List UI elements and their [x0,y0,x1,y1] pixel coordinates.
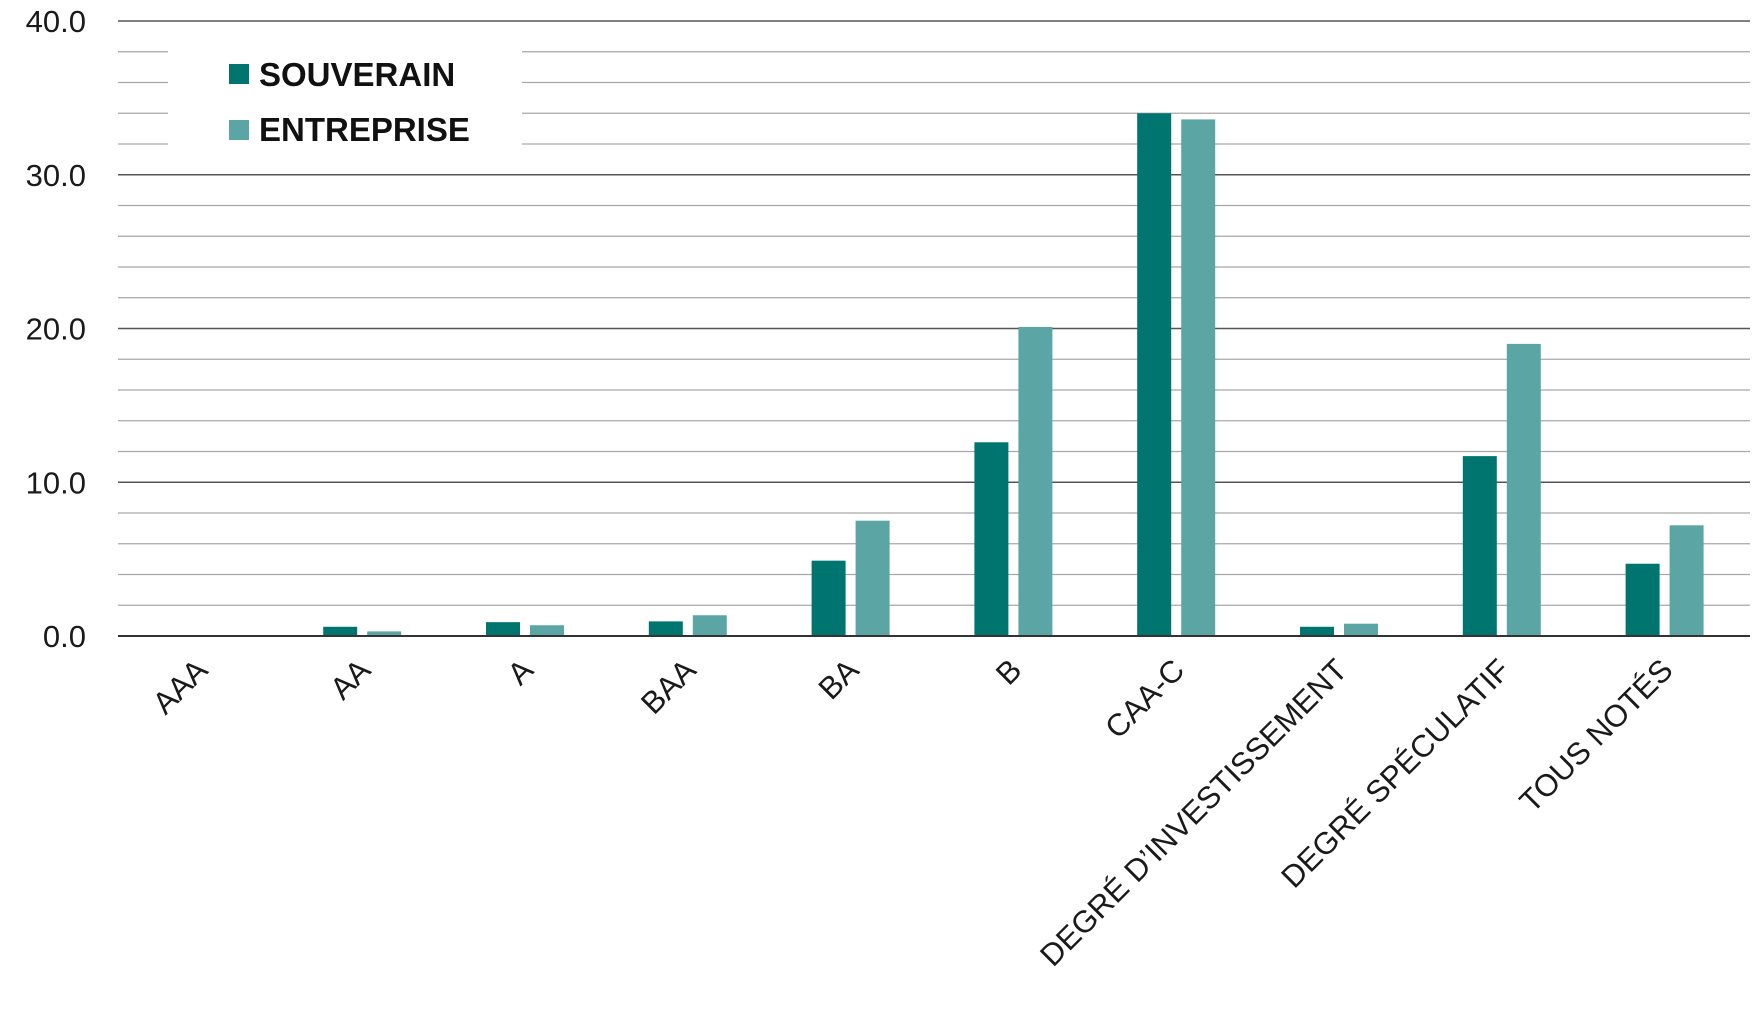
x-category-label: CAA-C [1098,652,1191,745]
bar-souverain-1 [323,626,358,636]
bar-entreprise-8 [1506,343,1541,636]
legend-swatch-entreprise [229,120,249,140]
bar-souverain-4 [811,560,846,636]
x-category-label: BAA [634,652,703,721]
bar-souverain-5 [974,442,1009,636]
y-axis-tick-labels: 0.0 10.0 20.0 30.0 40.0 [26,4,86,654]
bar-entreprise-2 [530,625,564,636]
x-category-label: DEGRÉ D’INVESTISSEMENT [1033,652,1354,973]
bar-entreprise-5 [1018,326,1053,636]
x-category-label: A [501,652,541,692]
bar-entreprise-4 [855,520,890,636]
bar-entreprise-1 [367,631,402,636]
bars [323,113,1704,636]
y-tick-label: 20.0 [26,312,86,347]
legend: SOUVERAIN ENTREPRISE [168,45,522,153]
x-category-label: B [989,652,1028,691]
bar-entreprise-6 [1181,119,1216,636]
y-tick-label: 30.0 [26,158,86,193]
legend-label-souverain: SOUVERAIN [259,56,455,93]
legend-swatch-souverain [229,64,249,84]
x-category-label: TOUS NOTÉS [1513,652,1680,819]
bar-entreprise-3 [692,615,727,636]
gridlines [118,20,1750,606]
x-category-label: BA [812,652,866,706]
bar-souverain-3 [648,621,683,636]
bar-souverain-7 [1300,626,1334,636]
legend-label-entreprise: ENTREPRISE [259,111,470,148]
bar-entreprise-9 [1669,525,1704,636]
y-tick-label: 0.0 [43,619,86,654]
y-tick-label: 10.0 [26,465,86,500]
x-category-label: AAA [146,652,215,721]
bar-entreprise-7 [1344,623,1378,636]
x-category-label: AA [323,652,377,706]
bar-souverain-9 [1625,563,1660,636]
bar-souverain-2 [486,622,520,636]
y-tick-label: 40.0 [26,4,86,39]
bar-souverain-6 [1137,113,1172,636]
legend-background [168,45,522,153]
bar-souverain-8 [1462,456,1497,636]
